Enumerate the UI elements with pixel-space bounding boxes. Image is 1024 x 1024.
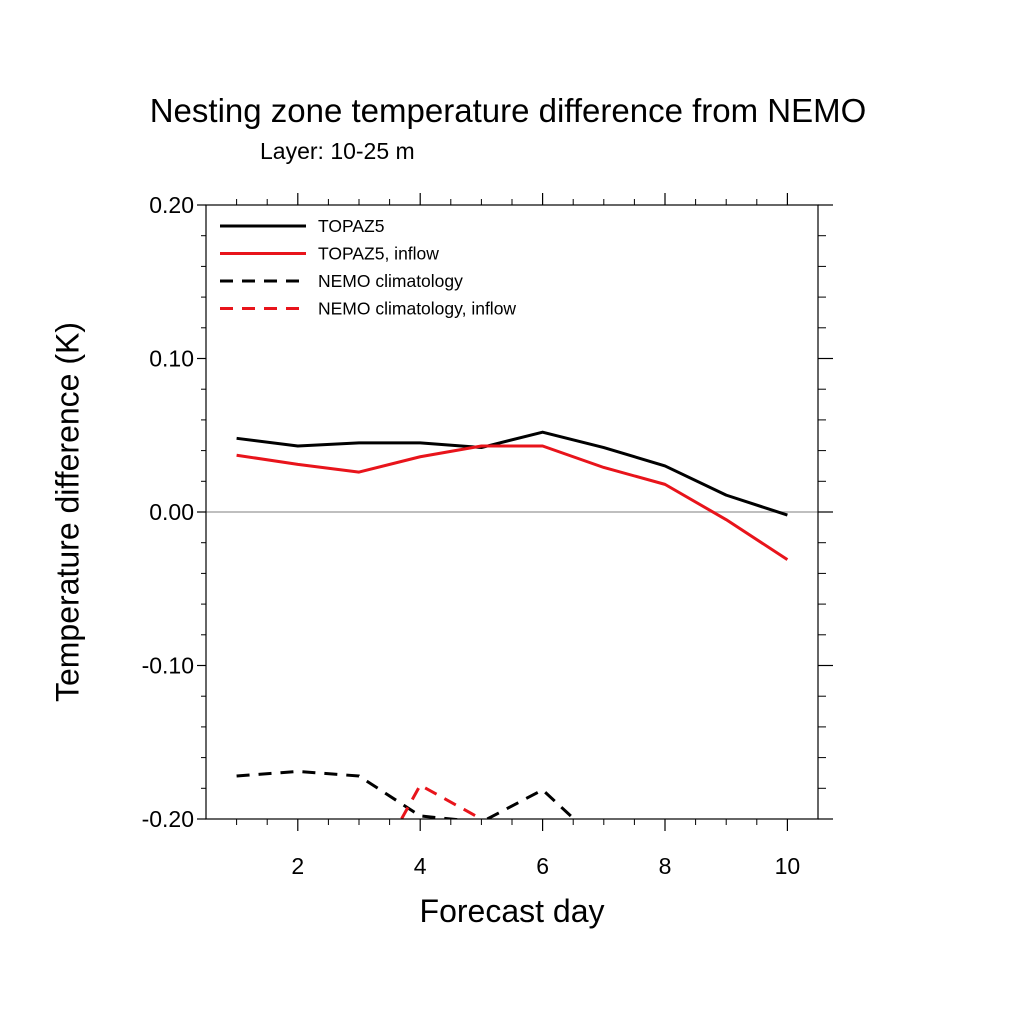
legend-label-2: TOPAZ5, inflow [318,244,439,264]
series-line-2 [236,444,789,561]
legend-label-1: TOPAZ5 [318,216,384,236]
y-tick-label: -0.10 [142,653,194,679]
chart-subtitle: Layer: 10-25 m [260,138,415,164]
x-axis-label: Forecast day [419,893,605,929]
series-line-3 [236,769,577,819]
legend-label-4: NEMO climatology, inflow [318,299,516,319]
chart-title: Nesting zone temperature difference from… [149,92,867,129]
y-tick-label: 0.00 [149,499,194,525]
series-line-4 [399,783,483,819]
y-tick-label: -0.20 [142,806,194,832]
legend: TOPAZ5 TOPAZ5, inflow NEMO climatology NEMO… [220,216,516,319]
x-tick-label: 4 [414,853,427,879]
y-tick-label: 0.20 [149,192,194,218]
x-tick-label: 6 [536,853,549,879]
y-tick-label: 0.10 [149,346,194,372]
x-tick-label: 8 [659,853,672,879]
x-tick-label: 10 [775,853,801,879]
x-tick-label: 2 [291,853,304,879]
series-line-1 [236,430,788,517]
legend-label-3: NEMO climatology [318,271,463,291]
